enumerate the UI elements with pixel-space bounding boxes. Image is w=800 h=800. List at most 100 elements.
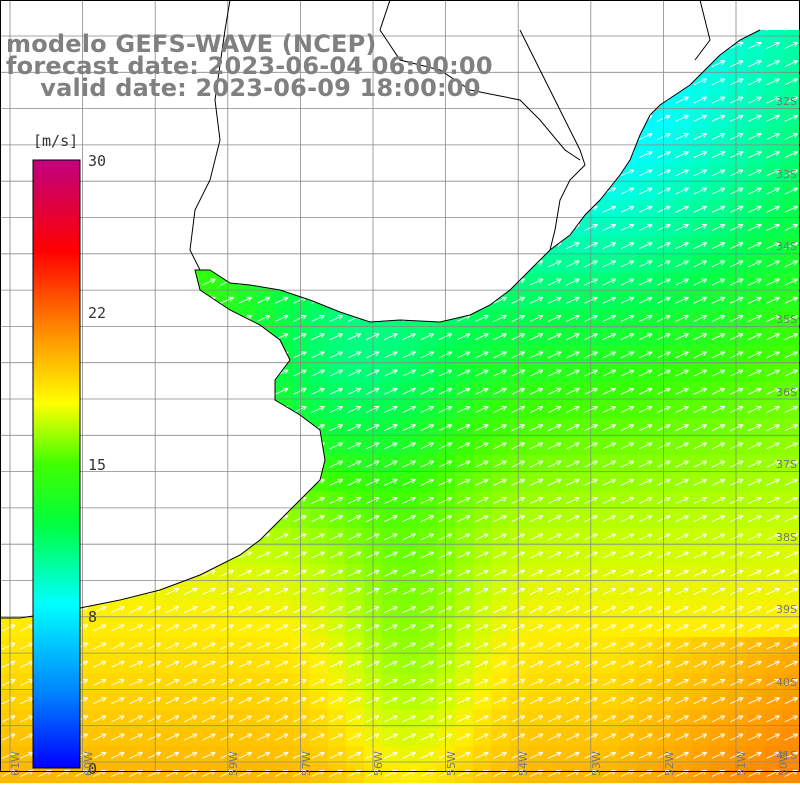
wind-arrow xyxy=(711,751,726,759)
wind-cell xyxy=(637,582,656,602)
wind-cell xyxy=(728,746,747,765)
wind-cell xyxy=(109,746,128,765)
wind-cell xyxy=(655,546,674,565)
wind-cell xyxy=(618,746,638,765)
wind-cell xyxy=(163,691,183,711)
wind-cell xyxy=(0,673,19,693)
wind-arrow xyxy=(566,733,580,741)
wind-cell xyxy=(382,691,401,711)
wind-cell xyxy=(491,600,511,620)
wind-arrow xyxy=(402,606,416,614)
wind-arrow xyxy=(748,715,762,723)
wind-arrow xyxy=(602,296,617,304)
wind-cell xyxy=(473,491,492,511)
wind-cell xyxy=(673,291,693,310)
wind-arrow xyxy=(475,442,489,450)
wind-arrow xyxy=(547,551,562,559)
wind-cell xyxy=(345,582,365,602)
wind-arrow xyxy=(766,187,780,195)
wind-arrow xyxy=(475,660,489,668)
wind-cell xyxy=(436,400,456,420)
wind-cell xyxy=(0,655,19,674)
wind-cell xyxy=(473,473,492,492)
wind-cell xyxy=(618,418,638,438)
wind-cell xyxy=(436,345,456,365)
wind-arrow xyxy=(693,642,708,650)
wind-cell xyxy=(509,436,529,456)
wind-cell xyxy=(709,764,729,784)
wind-arrow xyxy=(620,697,635,705)
wind-cell xyxy=(127,673,147,693)
wind-arrow xyxy=(693,387,708,395)
wind-cell xyxy=(673,728,693,747)
wind-arrow xyxy=(766,606,780,614)
wind-arrow xyxy=(711,624,726,632)
wind-arrow xyxy=(274,715,289,723)
wind-arrow xyxy=(748,242,762,250)
wind-arrow xyxy=(129,715,143,723)
wind-arrow xyxy=(638,588,653,595)
wind-cell xyxy=(200,673,219,693)
wind-cell xyxy=(18,637,37,656)
wind-cell xyxy=(746,127,765,147)
wind-cell xyxy=(163,655,183,674)
wind-cell xyxy=(473,673,492,693)
wind-arrow xyxy=(256,315,271,322)
wind-cell xyxy=(582,236,602,256)
wind-cell xyxy=(491,691,511,711)
wind-arrow xyxy=(675,333,689,341)
wind-arrow xyxy=(729,697,744,705)
wind-cell xyxy=(764,400,784,420)
wind-arrow xyxy=(420,606,435,614)
wind-arrow xyxy=(220,606,234,614)
wind-cell xyxy=(418,582,438,602)
wind-arrow xyxy=(293,333,307,341)
wind-cell xyxy=(564,345,583,365)
wind-arrow xyxy=(420,751,435,759)
wind-arrow xyxy=(693,114,708,122)
wind-cell xyxy=(145,764,165,784)
wind-cell xyxy=(473,527,492,547)
wind-cell xyxy=(546,273,565,292)
wind-cell xyxy=(400,764,420,784)
wind-arrow xyxy=(729,333,744,341)
wind-arrow xyxy=(675,460,689,468)
wind-cell xyxy=(491,728,511,747)
wind-cell xyxy=(345,364,365,383)
wind-arrow xyxy=(456,442,471,450)
wind-cell xyxy=(382,746,401,765)
wind-cell xyxy=(691,546,711,565)
wind-arrow xyxy=(347,351,362,359)
lon-label: 53W xyxy=(590,751,603,776)
wind-cell xyxy=(291,764,310,784)
wind-cell xyxy=(509,345,529,365)
wind-arrow xyxy=(784,642,799,650)
wind-cell xyxy=(728,455,747,474)
wind-cell xyxy=(254,746,274,765)
wind-arrow xyxy=(311,369,325,377)
wind-arrow xyxy=(766,588,780,595)
wind-arrow xyxy=(748,497,762,504)
wind-cell xyxy=(473,709,492,729)
wind-cell xyxy=(746,291,765,310)
lat-label: 41S xyxy=(776,749,797,762)
wind-arrow xyxy=(784,133,799,140)
wind-cell xyxy=(655,273,674,292)
wind-arrow xyxy=(147,679,162,686)
wind-arrow xyxy=(384,387,398,395)
wind-arrow xyxy=(111,642,125,650)
wind-arrow xyxy=(183,679,198,686)
wind-arrow xyxy=(183,751,198,759)
wind-cell xyxy=(345,564,365,583)
wind-cell xyxy=(491,527,511,547)
wind-cell xyxy=(673,145,693,165)
wind-arrow xyxy=(274,387,289,395)
wind-cell xyxy=(764,436,784,456)
wind-arrow xyxy=(748,151,762,159)
wind-cell xyxy=(182,691,201,711)
wind-arrow xyxy=(529,533,544,541)
wind-arrow xyxy=(293,642,307,650)
wind-arrow xyxy=(748,442,762,450)
wind-arrow xyxy=(347,733,362,741)
wind-arrow xyxy=(311,733,325,741)
